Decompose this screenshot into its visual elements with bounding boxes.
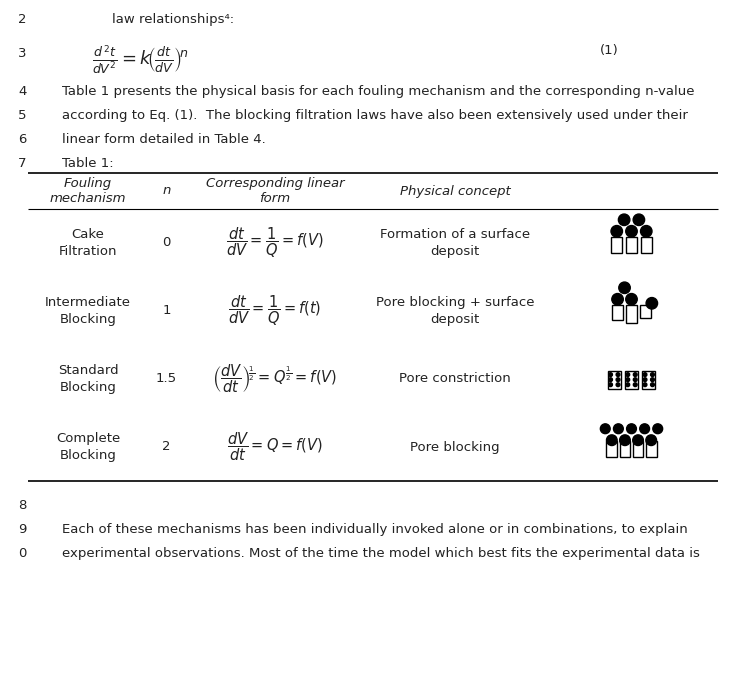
Circle shape [619,282,631,293]
Text: Table 1:: Table 1: [62,157,114,170]
Text: 0: 0 [162,236,171,250]
Bar [625,371,638,389]
Text: 2: 2 [162,441,171,454]
Bar [606,441,617,457]
Circle shape [626,225,637,237]
Bar [646,441,656,457]
Bar [640,305,651,318]
Text: Complete
Blocking: Complete Blocking [56,432,120,462]
Circle shape [640,424,650,434]
Circle shape [641,225,652,237]
Text: linear form detailed in Table 4.: linear form detailed in Table 4. [62,133,266,146]
Text: Cake
Filtration: Cake Filtration [59,228,117,258]
Circle shape [611,225,622,237]
Text: $\frac{d^{\,2}t}{dV^{2}} = k\!\left(\frac{dt}{dV}\right)^{\!n}$: $\frac{d^{\,2}t}{dV^{2}} = k\!\left(\fra… [92,44,189,77]
Text: Pore blocking: Pore blocking [410,441,500,454]
Circle shape [633,373,637,377]
Circle shape [608,383,612,386]
Bar [642,371,655,389]
Circle shape [626,378,630,382]
Circle shape [653,424,663,434]
Circle shape [616,378,620,382]
Text: Standard
Blocking: Standard Blocking [58,364,118,394]
Circle shape [643,378,647,382]
Text: Fouling
mechanism: Fouling mechanism [50,177,126,206]
Circle shape [600,424,610,434]
Text: 1: 1 [162,304,171,318]
Circle shape [626,373,630,377]
Bar [611,237,622,254]
Text: $\dfrac{dt}{dV} = \dfrac{1}{Q} = f(t)$: $\dfrac{dt}{dV} = \dfrac{1}{Q} = f(t)$ [228,294,321,328]
Circle shape [633,378,637,382]
Text: (1): (1) [600,44,619,57]
Text: Physical concept: Physical concept [399,184,510,197]
Bar [619,441,631,457]
Bar [633,441,644,457]
Text: Formation of a surface
deposit: Formation of a surface deposit [380,228,530,258]
Text: Each of these mechanisms has been individually invoked alone or in combinations,: Each of these mechanisms has been indivi… [62,523,688,536]
Circle shape [619,435,631,445]
Text: $\dfrac{dV}{dt} = Q = f(V)$: $\dfrac{dV}{dt} = Q = f(V)$ [227,431,323,464]
Bar [612,305,623,320]
Text: Intermediate
Blocking: Intermediate Blocking [45,296,131,326]
Circle shape [608,378,612,382]
Circle shape [633,383,637,386]
Circle shape [633,214,644,225]
Text: 9: 9 [18,523,26,536]
Circle shape [616,383,620,386]
Text: 7: 7 [18,157,26,170]
Text: 0: 0 [18,547,26,560]
Bar [626,237,637,254]
Text: n: n [162,184,171,197]
Circle shape [612,293,623,305]
Text: according to Eq. (1).  The blocking filtration laws have also been extensively u: according to Eq. (1). The blocking filtr… [62,109,688,122]
Circle shape [643,373,647,377]
Text: 5: 5 [18,109,26,122]
Text: $\left(\dfrac{dV}{dt}\right)^{\!\frac{1}{2}} = Q^{\frac{1}{2}} = f(V)$: $\left(\dfrac{dV}{dt}\right)^{\!\frac{1}… [212,363,338,395]
Bar [626,305,637,323]
Text: Pore constriction: Pore constriction [399,373,511,386]
Bar [608,371,621,389]
Text: 8: 8 [18,499,26,512]
Circle shape [633,435,644,445]
Circle shape [616,373,620,377]
Text: Pore blocking + surface
deposit: Pore blocking + surface deposit [376,296,534,326]
Circle shape [646,297,658,309]
Circle shape [650,383,654,386]
Text: $\dfrac{dt}{dV} = \dfrac{1}{Q} = f(V)$: $\dfrac{dt}{dV} = \dfrac{1}{Q} = f(V)$ [226,226,324,261]
Circle shape [646,435,656,445]
Circle shape [608,373,612,377]
Text: 3: 3 [18,47,26,60]
Text: Table 1 presents the physical basis for each fouling mechanism and the correspon: Table 1 presents the physical basis for … [62,85,694,98]
Text: experimental observations. Most of the time the model which best fits the experi: experimental observations. Most of the t… [62,547,700,560]
Circle shape [627,424,636,434]
Text: Corresponding linear
form: Corresponding linear form [206,177,344,206]
Circle shape [618,214,630,225]
Text: 2: 2 [18,13,26,26]
Text: law relationships⁴:: law relationships⁴: [112,13,234,26]
Text: 6: 6 [18,133,26,146]
Circle shape [643,383,647,386]
Circle shape [650,378,654,382]
Circle shape [650,373,654,377]
Text: 4: 4 [18,85,26,98]
Circle shape [614,424,623,434]
Bar [641,237,652,254]
Circle shape [606,435,617,445]
Circle shape [626,383,630,386]
Circle shape [626,293,637,305]
Text: 1.5: 1.5 [156,373,177,386]
